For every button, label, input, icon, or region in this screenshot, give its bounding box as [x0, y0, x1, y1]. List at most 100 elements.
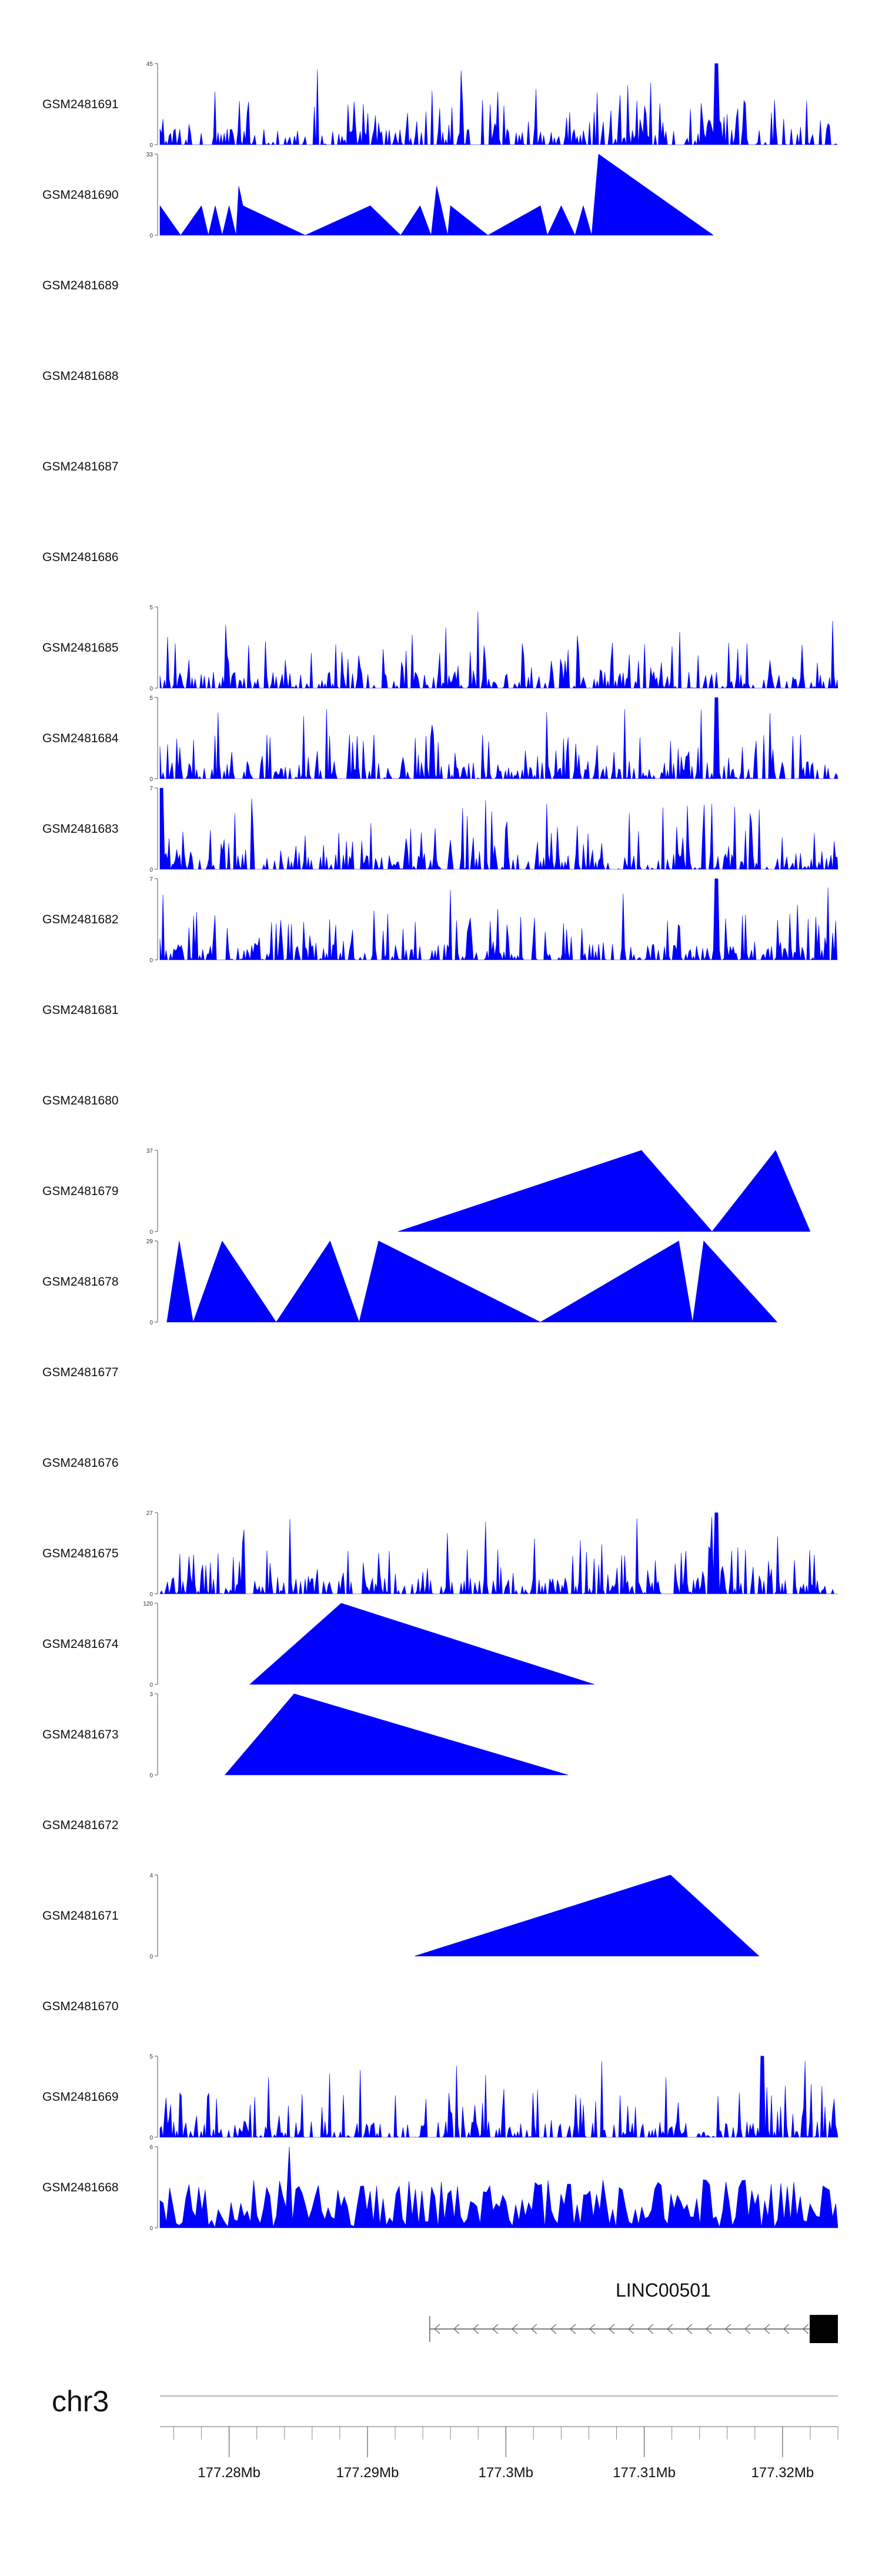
strand-arrow — [647, 2324, 654, 2334]
strand-arrow — [802, 2324, 809, 2334]
strand-arrow — [666, 2324, 673, 2334]
strand-arrow — [686, 2324, 693, 2334]
coverage-area-GSM2481690 — [159, 154, 714, 236]
track-label: GSM2481685 — [42, 641, 119, 655]
track-label: GSM2481675 — [42, 1547, 119, 1560]
y-axis-zero-label: 0 — [149, 1591, 153, 1598]
strand-arrow — [530, 2324, 537, 2334]
coverage-area-GSM2481668 — [159, 2146, 838, 2228]
track-GSM2481684: GSM2481684 5 0 — [42, 695, 838, 783]
y-axis-max-label: 4 — [149, 1873, 153, 1879]
track-label: GSM2481691 — [42, 98, 119, 111]
track-label: GSM2481681 — [42, 1003, 119, 1017]
coverage-area-GSM2481691 — [159, 63, 838, 146]
strand-arrow — [569, 2324, 576, 2334]
gene-track: LINC00501 — [429, 2280, 838, 2343]
coverage-area-GSM2481673 — [224, 1693, 569, 1776]
track-GSM2481680: GSM2481680 — [42, 1094, 119, 1107]
y-axis-max-label: 45 — [146, 61, 153, 68]
coverage-tracks: GSM2481691450GSM2481690330GSM2481689GSM2… — [42, 61, 838, 2232]
y-axis-zero-label: 0 — [149, 1229, 153, 1236]
strand-arrow — [492, 2324, 499, 2334]
y-axis-max-label: 5 — [149, 695, 153, 702]
track-GSM2481679: GSM2481679 37 0 — [42, 1148, 811, 1236]
strand-arrow — [783, 2324, 790, 2334]
track-label: GSM2481674 — [42, 1637, 119, 1651]
y-axis-zero-label: 0 — [149, 686, 153, 692]
track-GSM2481671: GSM2481671 4 0 — [42, 1873, 760, 1960]
y-axis-max-label: 33 — [146, 152, 153, 158]
track-GSM2481678: GSM2481678 29 0 — [42, 1239, 778, 1326]
chromosome-label: chr3 — [52, 2385, 109, 2418]
coverage-area-GSM2481682 — [159, 878, 838, 961]
axis-tick-label: 177.28Mb — [198, 2465, 260, 2481]
strand-arrow — [744, 2324, 751, 2334]
strand-arrow — [550, 2324, 557, 2334]
track-label: GSM2481684 — [42, 732, 119, 745]
axis-tick-label: 177.31Mb — [613, 2465, 676, 2481]
y-axis-max-label: 29 — [146, 1239, 153, 1245]
track-label: GSM2481673 — [42, 1728, 119, 1741]
track-label: GSM2481682 — [42, 913, 119, 926]
y-axis-max-label: 3 — [149, 1691, 153, 1698]
y-axis-zero-label: 0 — [149, 867, 153, 873]
track-label: GSM2481690 — [42, 188, 119, 202]
y-axis-max-label: 27 — [146, 1510, 153, 1517]
track-GSM2481681: GSM2481681 — [42, 1003, 119, 1017]
track-GSM2481685: GSM2481685 5 0 — [42, 605, 838, 692]
track-label: GSM2481678 — [42, 1275, 119, 1289]
y-axis-max-label: 6 — [149, 2144, 153, 2151]
track-label: GSM2481686 — [42, 550, 119, 564]
track-GSM2481672: GSM2481672 — [42, 1818, 119, 1832]
y-axis-max-label: 7 — [149, 876, 153, 883]
y-axis-zero-label: 0 — [149, 1320, 153, 1326]
y-axis-zero-label: 0 — [149, 233, 153, 239]
track-label: GSM2481688 — [42, 369, 119, 383]
track-GSM2481676: GSM2481676 — [42, 1456, 119, 1470]
coverage-area-GSM2481684 — [159, 697, 838, 780]
strand-arrow — [724, 2324, 731, 2334]
coverage-area-GSM2481679 — [397, 1150, 811, 1232]
axis-tick-label: 177.32Mb — [751, 2465, 814, 2481]
track-label: GSM2481680 — [42, 1094, 119, 1107]
track-GSM2481668: GSM2481668 6 0 — [42, 2144, 838, 2232]
coverage-area-GSM2481675 — [159, 1512, 838, 1595]
coverage-area-GSM2481683 — [159, 788, 838, 870]
strand-arrow — [608, 2324, 615, 2334]
track-GSM2481691: GSM2481691 45 0 — [42, 61, 838, 149]
track-label: GSM2481687 — [42, 460, 119, 473]
track-GSM2481683: GSM2481683 7 0 — [42, 786, 838, 873]
track-label: GSM2481677 — [42, 1366, 119, 1379]
strand-arrow — [705, 2324, 712, 2334]
y-axis-zero-label: 0 — [149, 2135, 153, 2141]
strand-arrow — [511, 2324, 518, 2334]
track-GSM2481689: GSM2481689 — [42, 279, 119, 292]
track-GSM2481670: GSM2481670 — [42, 2000, 119, 2013]
y-axis-zero-label: 0 — [149, 2225, 153, 2232]
y-axis-zero-label: 0 — [149, 776, 153, 783]
track-GSM2481675: GSM2481675 27 0 — [42, 1510, 838, 1598]
y-axis-zero-label: 0 — [149, 1954, 153, 1960]
track-label: GSM2481676 — [42, 1456, 119, 1470]
track-label: GSM2481679 — [42, 1184, 119, 1198]
y-axis-zero-label: 0 — [149, 142, 153, 149]
axis-tick-label: 177.29Mb — [336, 2465, 399, 2481]
track-label: GSM2481669 — [42, 2090, 119, 2104]
axis-tick-label: 177.3Mb — [479, 2465, 533, 2481]
y-axis-zero-label: 0 — [149, 1773, 153, 1779]
track-GSM2481687: GSM2481687 — [42, 460, 119, 473]
y-axis-zero-label: 0 — [149, 957, 153, 964]
coverage-area-GSM2481685 — [159, 611, 838, 689]
track-GSM2481677: GSM2481677 — [42, 1366, 119, 1379]
gene-exon — [810, 2315, 838, 2343]
track-GSM2481690: GSM2481690 33 0 — [42, 152, 714, 239]
track-label: GSM2481672 — [42, 1818, 119, 1832]
y-axis-max-label: 7 — [149, 786, 153, 792]
track-label: GSM2481683 — [42, 822, 119, 836]
y-axis-max-label: 120 — [143, 1601, 153, 1607]
strand-arrow — [453, 2324, 460, 2334]
track-GSM2481674: GSM2481674 120 0 — [42, 1601, 594, 1689]
strand-arrow — [763, 2324, 770, 2334]
track-GSM2481669: GSM2481669 5 0 — [42, 2054, 838, 2141]
